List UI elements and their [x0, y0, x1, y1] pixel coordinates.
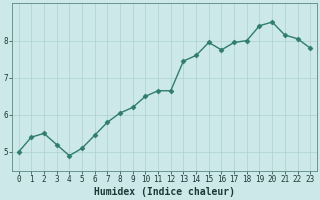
X-axis label: Humidex (Indice chaleur): Humidex (Indice chaleur) [94, 186, 235, 197]
